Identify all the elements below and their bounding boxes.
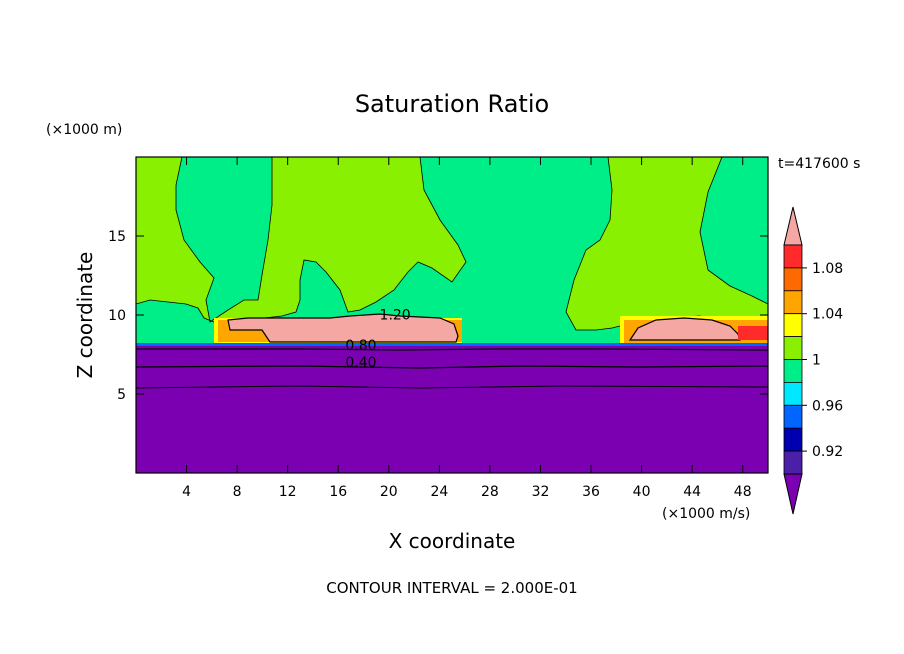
contour-040 [135,365,769,369]
chart-title: Saturation Ratio [355,90,549,118]
colorbar-band [783,450,803,475]
x-tick-label: 28 [481,484,499,500]
x-tick-label: 44 [683,484,701,500]
x-axis-label: X coordinate [389,529,516,553]
plot-area: 1.200.800.40 4 8 12 16 20 24 28 32 36 40 44 48 5101… [108,156,769,500]
x-unit-label: (×1000 m/s) [662,506,750,522]
x-tick-label: 24 [430,484,448,500]
colorbar-band [783,404,803,429]
colorbar-band [783,427,803,452]
x-tick-label: 12 [279,484,297,500]
x-tick-label: 4 [182,484,191,500]
colorbar-min-triangle [783,473,803,515]
x-axis-ticks: 4 8 12 16 20 24 28 32 36 40 44 48 [182,157,752,500]
colorbar-label: 0.92 [812,444,843,460]
colorbar-label: 1.08 [812,261,843,277]
x-tick-label: 32 [532,484,550,500]
contour-label: 1.20 [380,308,411,324]
contour-low [135,385,769,389]
colorbar-band [783,290,803,315]
colorbar-max-triangle [783,206,803,246]
colorbar-band [783,267,803,292]
colorbar-band [783,359,803,383]
x-tick-label: 36 [582,484,600,500]
contour-label-group: 1.200.800.40 [345,308,410,371]
y-tick-label: 15 [108,229,126,245]
contour-label: 0.80 [345,338,376,354]
y-axis-label: Z coordinate [73,252,97,379]
contour-080 [136,348,769,351]
colorbar-band [783,381,803,406]
contour-interval-footer: CONTOUR INTERVAL = 2.000E-01 [326,579,577,597]
y-tick-label: 10 [108,308,126,324]
time-label: t=417600 s [778,156,860,172]
colorbar-band [783,244,803,269]
x-tick-label: 16 [329,484,347,500]
dry-lower-layer [136,346,768,473]
colorbar-label: 1 [812,353,821,369]
y-axis-ticks: 5 10 15 [108,229,768,403]
contour-label: 0.40 [345,355,376,371]
colorbar-label: 0.96 [812,398,843,414]
colorbar-band [783,313,803,338]
x-tick-label: 20 [380,484,398,500]
colorbar: 1.08 1.04 1 0.96 0.92 [783,206,843,515]
y-unit-label: (×1000 m) [46,122,122,138]
supersaturated-patch-left [214,313,462,344]
x-tick-label: 8 [233,484,242,500]
supersaturated-patch-right [620,316,768,344]
x-tick-label: 48 [734,484,752,500]
colorbar-label: 1.04 [812,307,843,323]
colorbar-band [783,336,803,360]
x-tick-label: 40 [633,484,651,500]
cloud-base-line [136,343,768,346]
y-tick-label: 5 [117,387,126,403]
